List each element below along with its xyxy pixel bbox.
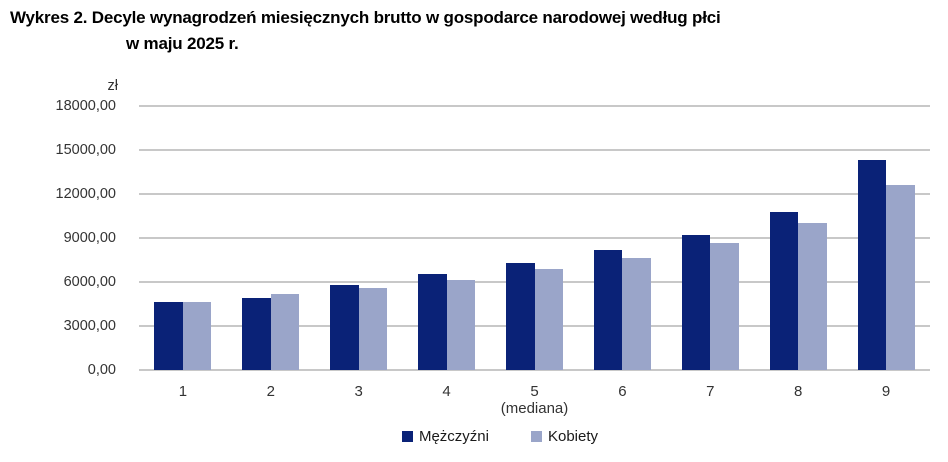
bar-mezczyzni-decyl-6 bbox=[593, 250, 623, 370]
bar-kobiety-decyl-9 bbox=[886, 185, 915, 370]
gridline bbox=[139, 105, 930, 107]
x-axis-tick-label: 3 bbox=[354, 383, 363, 400]
gridline bbox=[139, 237, 930, 239]
bar-mezczyzni-decyl-8 bbox=[769, 211, 799, 370]
legend-label-kobiety: Kobiety bbox=[547, 428, 599, 445]
gridline bbox=[139, 193, 930, 195]
gridline bbox=[139, 149, 930, 151]
chart-title-line1: Wykres 2. Decyle wynagrodzeń miesięcznyc… bbox=[10, 8, 721, 27]
bar-kobiety-decyl-3 bbox=[358, 287, 388, 370]
bar-kobiety-decyl-8 bbox=[798, 223, 827, 370]
legend-item-mezczyzni: Mężczyźni bbox=[401, 428, 489, 445]
bar-mezczyzni-decyl-2 bbox=[242, 297, 271, 370]
bar-mezczyzni-decyl-3 bbox=[330, 285, 359, 370]
y-axis-unit-label: zł bbox=[107, 78, 118, 94]
x-axis-tick-label: 2 bbox=[266, 383, 275, 400]
y-axis-tick-label: 18000,00 bbox=[55, 98, 116, 114]
x-axis-tick-label: 4 bbox=[442, 383, 451, 400]
y-axis-tick-label: 12000,00 bbox=[55, 186, 116, 202]
legend-label-mezczyzni: Mężczyźni bbox=[418, 428, 489, 445]
x-axis-tick-label: 6 bbox=[618, 383, 627, 400]
bar-mezczyzni-decyl-5 bbox=[506, 262, 535, 370]
y-axis-tick-label: 0,00 bbox=[87, 362, 116, 378]
bar-mezczyzni-decyl-7 bbox=[681, 234, 711, 370]
gridline bbox=[139, 369, 930, 371]
legend-swatch-kobiety bbox=[530, 431, 542, 442]
y-axis-tick-label: 9000,00 bbox=[63, 230, 116, 246]
chart-title-line2: w maju 2025 r. bbox=[126, 34, 239, 53]
legend-swatch-mezczyzni bbox=[401, 431, 413, 442]
x-axis-tick-label: 5 bbox=[530, 383, 539, 400]
median-annotation: (mediana) bbox=[500, 400, 569, 417]
bar-kobiety-decyl-2 bbox=[270, 294, 300, 370]
y-axis-tick-label: 15000,00 bbox=[55, 142, 116, 158]
y-axis-tick-label: 3000,00 bbox=[63, 318, 116, 334]
x-axis-tick-label: 7 bbox=[706, 383, 715, 400]
y-axis-tick-label: 6000,00 bbox=[63, 274, 116, 290]
legend: Mężczyźni Kobiety bbox=[60, 428, 940, 445]
bar-mezczyzni-decyl-4 bbox=[418, 274, 447, 370]
x-axis-tick-label: 1 bbox=[178, 383, 188, 400]
legend-item-kobiety: Kobiety bbox=[530, 428, 599, 445]
bar-kobiety-decyl-4 bbox=[446, 279, 476, 370]
bar-kobiety-decyl-7 bbox=[710, 243, 739, 370]
bar-kobiety-decyl-6 bbox=[622, 258, 651, 370]
x-axis-tick-label: 9 bbox=[881, 383, 891, 400]
bar-kobiety-decyl-5 bbox=[534, 269, 563, 370]
bar-mezczyzni-decyl-9 bbox=[857, 159, 887, 370]
bar-mezczyzni-decyl-1 bbox=[154, 301, 183, 370]
x-axis-tick-label: 8 bbox=[793, 383, 803, 400]
bar-kobiety-decyl-1 bbox=[182, 301, 212, 370]
